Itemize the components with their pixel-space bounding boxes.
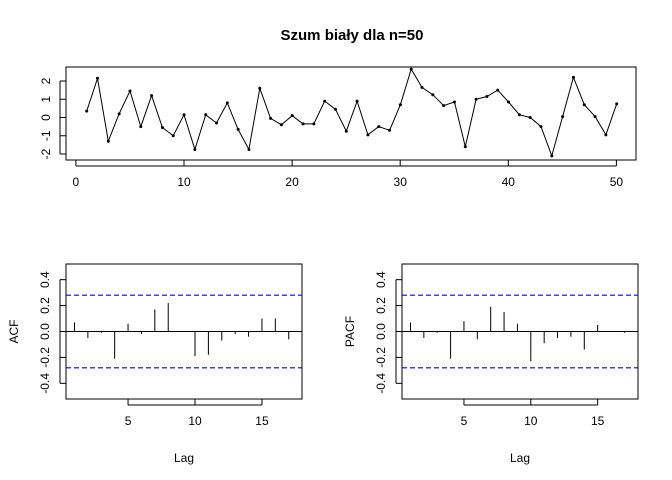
ts-point bbox=[550, 154, 554, 158]
ts-point bbox=[571, 75, 575, 79]
ts-point bbox=[193, 147, 197, 151]
ts-x-tick-label: 10 bbox=[177, 175, 191, 189]
pacf-x-tick-label: 5 bbox=[461, 414, 468, 428]
ts-point bbox=[323, 99, 327, 103]
pacf-x-tick-label: 15 bbox=[591, 414, 605, 428]
ts-point bbox=[128, 89, 132, 93]
ts-point bbox=[171, 134, 175, 138]
pacf-y-tick-label: 0.4 bbox=[374, 271, 388, 288]
pacf-x-axis-label: Lag bbox=[510, 451, 530, 465]
ts-point bbox=[247, 147, 251, 151]
acf-panel: 5 10 15 -0.4 -0.2 0.0 0.2 0.4 Lag ACF bbox=[7, 263, 303, 465]
pacf-y-tick-label: -0.2 bbox=[374, 347, 388, 368]
ts-y-tick-label: 0 bbox=[39, 114, 53, 121]
ts-point bbox=[150, 94, 154, 98]
ts-point bbox=[420, 85, 424, 89]
ts-point bbox=[409, 67, 413, 71]
ts-point bbox=[312, 122, 316, 126]
ts-x-tick-label: 0 bbox=[73, 175, 80, 189]
ts-point bbox=[269, 116, 273, 120]
ts-point bbox=[258, 86, 262, 90]
acf-y-tick-label: 0.2 bbox=[38, 297, 52, 314]
ts-point bbox=[539, 125, 543, 129]
ts-x-tick-label: 20 bbox=[285, 175, 299, 189]
acf-x-tick-label: 15 bbox=[255, 414, 269, 428]
ts-point bbox=[452, 100, 456, 104]
ts-point bbox=[85, 109, 89, 113]
ts-point bbox=[225, 101, 229, 105]
ts-point bbox=[106, 139, 110, 143]
ts-series-line bbox=[86, 67, 618, 158]
ts-point bbox=[355, 99, 359, 103]
ts-x-tick-label: 30 bbox=[394, 175, 408, 189]
ts-point bbox=[139, 125, 143, 129]
ts-point bbox=[344, 129, 348, 133]
ts-point bbox=[377, 125, 381, 129]
ts-title: Szum biały dla n=50 bbox=[281, 27, 424, 44]
ts-point bbox=[615, 102, 619, 106]
acf-y-tick-label: -0.2 bbox=[38, 347, 52, 368]
acf-x-tick-label: 10 bbox=[188, 414, 202, 428]
ts-point bbox=[474, 97, 478, 101]
ts-x-tick-label: 40 bbox=[502, 175, 516, 189]
acf-y-tick-label: 0.4 bbox=[38, 271, 52, 288]
ts-point bbox=[582, 103, 586, 107]
ts-point bbox=[528, 116, 532, 119]
acf-x-tick-label: 5 bbox=[125, 414, 132, 428]
ts-x-tick-label: 50 bbox=[610, 175, 624, 189]
ts-y-tick-label: -2 bbox=[39, 148, 53, 159]
ts-point bbox=[182, 113, 186, 117]
acf-y-tick-label: -0.4 bbox=[38, 373, 52, 394]
pacf-y-tick-label: 0.0 bbox=[374, 323, 388, 340]
ts-point bbox=[593, 115, 597, 119]
white-noise-series-panel: 0 10 20 30 40 50 -2 -1 0 1 2 bbox=[39, 66, 637, 189]
ts-point bbox=[485, 95, 489, 99]
ts-point bbox=[204, 113, 208, 117]
ts-point bbox=[236, 127, 240, 131]
ts-point bbox=[561, 115, 565, 119]
ts-point bbox=[333, 107, 337, 111]
pacf-x-tick-label: 10 bbox=[524, 414, 538, 428]
ts-point bbox=[442, 104, 446, 108]
ts-point bbox=[398, 103, 402, 107]
ts-point bbox=[279, 123, 283, 127]
acf-y-axis-label: ACF bbox=[7, 320, 21, 344]
ts-point bbox=[117, 112, 121, 116]
ts-point bbox=[431, 93, 435, 97]
ts-point bbox=[290, 114, 294, 118]
acf-y-tick-label: 0.0 bbox=[38, 323, 52, 340]
pacf-y-tick-label: 0.2 bbox=[374, 297, 388, 314]
ts-point bbox=[604, 133, 608, 137]
ts-point bbox=[366, 133, 370, 137]
ts-y-tick-label: -1 bbox=[39, 130, 53, 141]
ts-y-tick-label: 2 bbox=[39, 77, 53, 84]
pacf-panel: 5 10 15 -0.4 -0.2 0.0 0.2 0.4 Lag PACF bbox=[343, 263, 639, 465]
ts-plot-frame bbox=[65, 66, 637, 161]
ts-point bbox=[496, 88, 500, 92]
ts-point bbox=[388, 128, 392, 132]
ts-point bbox=[160, 126, 164, 130]
ts-point bbox=[517, 113, 521, 117]
ts-point bbox=[214, 121, 218, 125]
pacf-y-axis-label: PACF bbox=[343, 316, 357, 347]
ts-point bbox=[96, 76, 100, 80]
acf-x-axis-label: Lag bbox=[174, 451, 194, 465]
pacf-y-tick-label: -0.4 bbox=[374, 373, 388, 394]
ts-point bbox=[507, 100, 511, 104]
ts-point bbox=[301, 122, 305, 126]
ts-y-tick-label: 1 bbox=[39, 96, 53, 103]
ts-point bbox=[463, 145, 467, 149]
